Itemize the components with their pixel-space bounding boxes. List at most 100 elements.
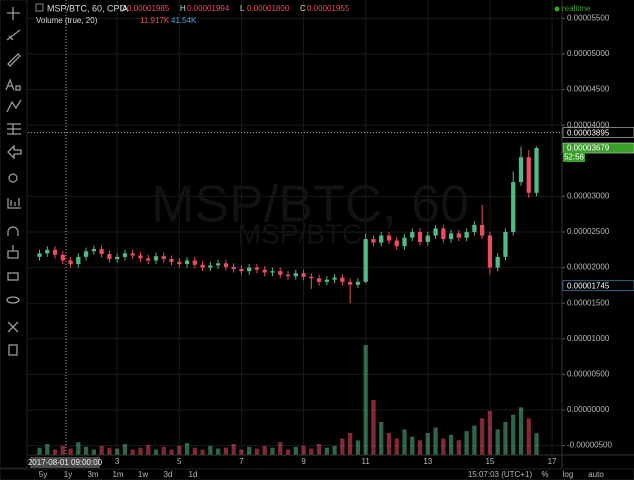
brush-tool[interactable]: [7, 53, 21, 67]
volume-bar: [184, 443, 190, 455]
candle-body: [511, 182, 516, 232]
volume-bar: [138, 447, 143, 455]
arrow-tool[interactable]: [7, 144, 22, 160]
range-button[interactable]: 1w: [138, 470, 148, 479]
crosshair-tool[interactable]: [7, 7, 20, 20]
candle-body: [138, 255, 143, 259]
candle-body: [363, 239, 368, 282]
volume-bar: [441, 438, 446, 455]
pattern-tool[interactable]: [6, 99, 22, 113]
y-tick-label: 0.00001000: [567, 334, 610, 343]
y-tick-label: 0.00000500: [567, 370, 610, 379]
y-tick-label: 0.00001500: [567, 298, 610, 307]
volume-bar: [278, 442, 283, 455]
candle-body: [472, 224, 477, 232]
y-tick-label: 0.00002500: [567, 227, 610, 236]
line-tool[interactable]: [6, 29, 21, 41]
candle-body: [340, 277, 345, 282]
range-button[interactable]: 1y: [64, 470, 72, 479]
candle-body: [76, 256, 81, 265]
y-tick-label: 0.00005500: [567, 13, 610, 22]
toolbar: [0, 0, 28, 469]
scale-option[interactable]: auto: [588, 470, 604, 479]
volume-bar: [231, 444, 236, 455]
volume-bar: [394, 438, 399, 455]
volume-bar: [526, 418, 531, 455]
candle-body: [247, 267, 252, 272]
hide-tool[interactable]: [6, 296, 20, 304]
volume-bar: [130, 449, 135, 455]
candle-body: [200, 264, 205, 268]
candle-body: [301, 273, 306, 277]
range-button[interactable]: 3d: [164, 470, 173, 479]
volume-label[interactable]: Volume (true, 20): [36, 16, 98, 25]
stay-draw[interactable]: [7, 245, 19, 259]
candle-body: [386, 235, 392, 241]
trash-tool[interactable]: [8, 344, 18, 356]
candle-body: [99, 249, 104, 255]
candle-body: [169, 259, 174, 262]
scale-option[interactable]: %: [541, 470, 548, 479]
remove-tool[interactable]: [7, 321, 19, 333]
volume-bar: [363, 345, 368, 455]
volume-bar: [122, 444, 128, 455]
clock: 15:07:03 (UTC+1): [468, 470, 533, 479]
candle-body: [91, 249, 96, 252]
volume-bar: [464, 431, 469, 455]
watermark-sub: MSP/BTC: [238, 218, 362, 249]
countdown-box: [563, 152, 585, 162]
lock-tool[interactable]: [7, 272, 19, 281]
candle-body: [348, 281, 353, 285]
ohlc-value: 0.00001994: [187, 4, 230, 13]
candle-body: [316, 278, 322, 282]
volume-bar: [511, 414, 516, 455]
toolbar-icons[interactable]: [5, 7, 22, 356]
candle-body: [254, 267, 260, 270]
volume-bar: [254, 448, 260, 455]
candle-body: [161, 256, 166, 260]
price-marker-label: 0.00001745: [567, 281, 610, 290]
volume-bar: [402, 429, 407, 455]
scale-option[interactable]: log: [563, 470, 574, 479]
volume-bar: [52, 449, 58, 455]
volume-bar: [433, 427, 438, 455]
x-tick-label: 15: [485, 457, 494, 466]
volume-ma: 41.54K: [171, 16, 197, 25]
zoom-tool[interactable]: [8, 173, 18, 183]
volume-bar: [107, 447, 112, 455]
candle-body: [115, 256, 120, 260]
candle-body: [480, 224, 485, 236]
range-button[interactable]: 3m: [87, 470, 98, 479]
symbol[interactable]: MSP/BTC, 60, CPIA: [47, 3, 128, 13]
ohlc-value: 0.00001800: [247, 4, 290, 13]
x-tick-label: 13: [423, 457, 432, 466]
candle-body: [402, 237, 407, 247]
range-button[interactable]: 1d: [189, 470, 198, 479]
volume-bar: [60, 445, 65, 455]
candle-body: [518, 157, 524, 183]
candle-body: [441, 228, 446, 240]
axes: -0.00000500 0.00000000 0.00000500 0.0000100…: [115, 13, 634, 466]
range-button[interactable]: 5y: [39, 470, 47, 479]
text-tool[interactable]: [5, 78, 21, 91]
x-tick-label: 7: [239, 457, 244, 466]
candle-body: [146, 258, 151, 261]
volume-bar: [348, 433, 353, 455]
candle-body: [309, 276, 314, 279]
status-dot: [554, 6, 560, 12]
volume-bar: [480, 418, 485, 455]
candle-body: [208, 265, 213, 268]
magnet-tool[interactable]: [7, 226, 19, 236]
candle-body: [487, 235, 493, 268]
x-tick-label: 3: [115, 457, 120, 466]
range-button[interactable]: 1m: [112, 470, 123, 479]
volume-bar: [332, 445, 337, 455]
volume-bar: [472, 425, 477, 455]
volume-bar: [146, 444, 151, 455]
candle-body: [184, 260, 190, 265]
fib-tool[interactable]: [7, 123, 21, 135]
measure-tool[interactable]: [7, 198, 21, 209]
volume-bar: [115, 448, 120, 455]
symbol-icon: [35, 3, 44, 12]
countdown: 52:56: [564, 153, 585, 162]
